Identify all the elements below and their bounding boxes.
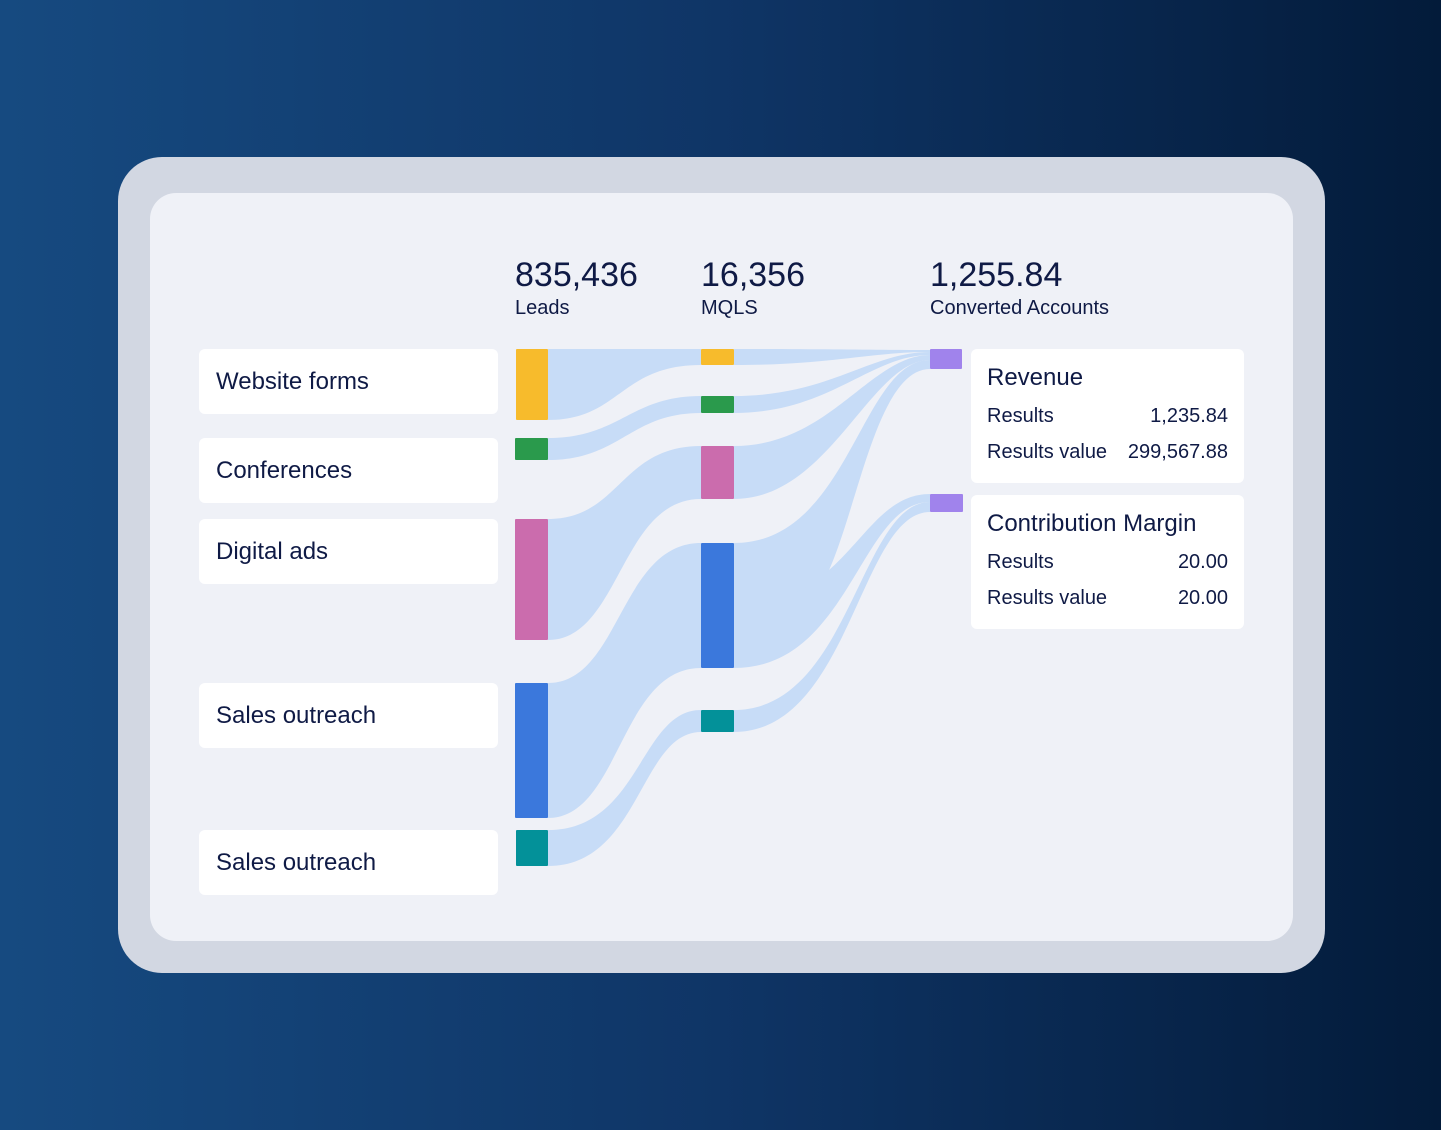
contribution-margin-results-value-label: Results value: [987, 587, 1108, 609]
contribution-margin-card: Contribution Margin Results 20.00 Result…: [971, 495, 1244, 629]
node-mql-sales-outreach-1: [701, 543, 734, 668]
contribution-margin-title: Contribution Margin: [987, 510, 1197, 537]
flow-nodes: [515, 349, 963, 866]
revenue-results-value-row: Results value 299,567.88: [987, 440, 1228, 464]
leads-value: 835,436: [515, 256, 638, 294]
node-leads-website-forms: [516, 349, 548, 420]
node-leads-conferences: [515, 438, 548, 460]
mqls-stat: 16,356 MQLS: [701, 256, 805, 320]
revenue-card: Revenue Results 1,235.84 Results value 2…: [971, 349, 1244, 483]
source-website-forms: Website forms: [199, 349, 498, 414]
node-leads-sales-outreach-2: [516, 830, 548, 866]
revenue-results-value: 1,235.84: [1150, 405, 1228, 427]
contribution-margin-results-row: Results 20.00: [987, 550, 1228, 574]
link-sales-outreach-1: [548, 543, 701, 818]
mqls-label: MQLS: [701, 297, 758, 319]
converted-value: 1,255.84: [930, 256, 1063, 294]
revenue-results-label: Results: [987, 405, 1054, 427]
node-target-contribution-margin: [930, 494, 963, 512]
revenue-results-row: Results 1,235.84: [987, 404, 1228, 428]
link-conferences: [548, 396, 701, 460]
contribution-margin-results-value: 20.00: [1177, 551, 1228, 573]
revenue-results-value-value: 299,567.88: [1127, 441, 1228, 463]
link-mql-teal: [734, 502, 930, 732]
contribution-margin-results-value-row: Results value 20.00: [987, 586, 1228, 610]
node-mql-conferences: [701, 396, 734, 413]
revenue-title: Revenue: [987, 364, 1084, 391]
node-mql-sales-outreach-2: [701, 710, 734, 732]
link-mql-blue-top: [734, 360, 930, 612]
source-digital-ads: Digital ads: [199, 519, 498, 584]
node-target-revenue: [930, 349, 962, 369]
converted-label: Converted Accounts: [930, 297, 1109, 319]
node-mql-website-forms: [701, 349, 734, 365]
link-mql-pink: [734, 355, 930, 499]
link-mql-blue-bottom: [734, 494, 930, 668]
flow-links: [548, 349, 930, 866]
source-sales-outreach-1: Sales outreach: [199, 683, 498, 748]
link-mql-green: [734, 352, 930, 413]
node-leads-sales-outreach-1: [515, 683, 548, 818]
leads-label: Leads: [515, 297, 570, 319]
node-leads-digital-ads: [515, 519, 548, 640]
link-digital-ads: [548, 446, 701, 640]
source-conferences: Conferences: [199, 438, 498, 503]
source-sales-outreach-2: Sales outreach: [199, 830, 498, 895]
link-mql-yellow: [734, 349, 930, 365]
leads-stat: 835,436 Leads: [515, 256, 638, 320]
node-mql-digital-ads: [701, 446, 734, 499]
contribution-margin-results-value-value: 20.00: [1177, 587, 1228, 609]
converted-stat: 1,255.84 Converted Accounts: [930, 256, 1109, 320]
link-website-forms: [548, 349, 701, 420]
link-sales-outreach-2: [548, 710, 701, 866]
contribution-margin-results-label: Results: [987, 551, 1054, 573]
mqls-value: 16,356: [701, 256, 805, 294]
revenue-results-value-label: Results value: [987, 441, 1108, 463]
